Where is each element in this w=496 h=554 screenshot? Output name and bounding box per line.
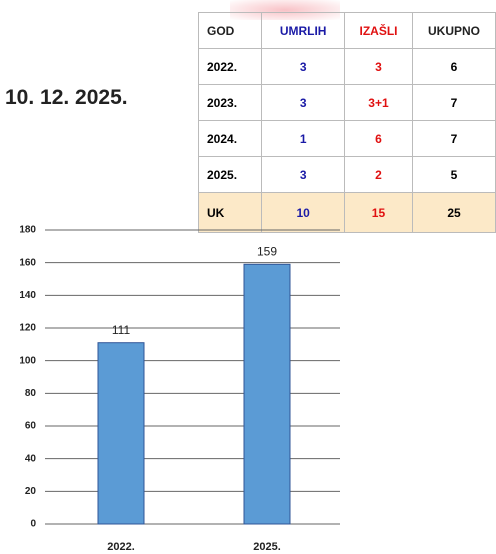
table-cell: 15 <box>343 192 414 233</box>
table-cell: UKUPNO <box>412 12 496 49</box>
table-cell: 7 <box>412 120 496 157</box>
y-tick-label: 80 <box>25 388 37 399</box>
bar <box>243 263 291 525</box>
y-tick-label: 120 <box>19 323 36 334</box>
y-tick-label: 20 <box>25 486 37 497</box>
table-cell: UK <box>197 192 263 233</box>
table-cell: 2025. <box>197 156 263 193</box>
table-cell: 3 <box>261 156 345 193</box>
date: 10. 12. 2025. <box>5 86 128 109</box>
table-row: 2023. 3 3+1 7 <box>197 84 496 121</box>
y-tick-label: 180 <box>19 225 36 236</box>
value-label: 159 <box>257 244 277 258</box>
table-cell: 10 <box>261 192 345 233</box>
table-cell: 2023. <box>197 84 263 121</box>
table-cell: 3 <box>343 48 414 85</box>
summary-table: GOD UMRLIH IZAŠLI UKUPNO 2022. 3 3 6 2023. 3 3+1 7 2… <box>197 12 496 233</box>
total-row: UK 10 15 25 <box>197 192 496 233</box>
y-tick-label: 140 <box>19 290 36 301</box>
header-row: GOD UMRLIH IZAŠLI UKUPNO <box>197 12 496 49</box>
table-cell: 2 <box>343 156 414 193</box>
bar <box>97 342 145 525</box>
table-cell: 2022. <box>197 48 263 85</box>
y-tick-label: 100 <box>19 355 36 366</box>
table-cell: UMRLIH <box>261 12 345 49</box>
table-cell: 2024. <box>197 120 263 157</box>
y-tick-label: 0 <box>30 519 36 530</box>
x-tick-label: 2025. <box>253 541 281 553</box>
table-cell: 3 <box>261 48 345 85</box>
y-tick-label: 160 <box>19 257 36 268</box>
table-cell: 5 <box>412 156 496 193</box>
x-tick-label: 2022. <box>107 541 135 553</box>
table-cell: 3+1 <box>343 84 414 121</box>
table-cell: 6 <box>343 120 414 157</box>
y-tick-label: 40 <box>25 453 37 464</box>
table-cell: GOD <box>197 12 263 49</box>
table-cell: 3 <box>261 84 345 121</box>
table-row: 2022. 3 3 6 <box>197 48 496 85</box>
table-cell: 1 <box>261 120 345 157</box>
y-tick-label: 60 <box>25 421 37 432</box>
table-cell: IZAŠLI <box>343 12 414 49</box>
table-row: 2024. 1 6 7 <box>197 120 496 157</box>
table-cell: 6 <box>412 48 496 85</box>
value-label: 111 <box>112 323 131 337</box>
table-cell: 7 <box>412 84 496 121</box>
table-cell: 25 <box>412 192 496 233</box>
table-row: 2025. 3 2 5 <box>197 156 496 193</box>
